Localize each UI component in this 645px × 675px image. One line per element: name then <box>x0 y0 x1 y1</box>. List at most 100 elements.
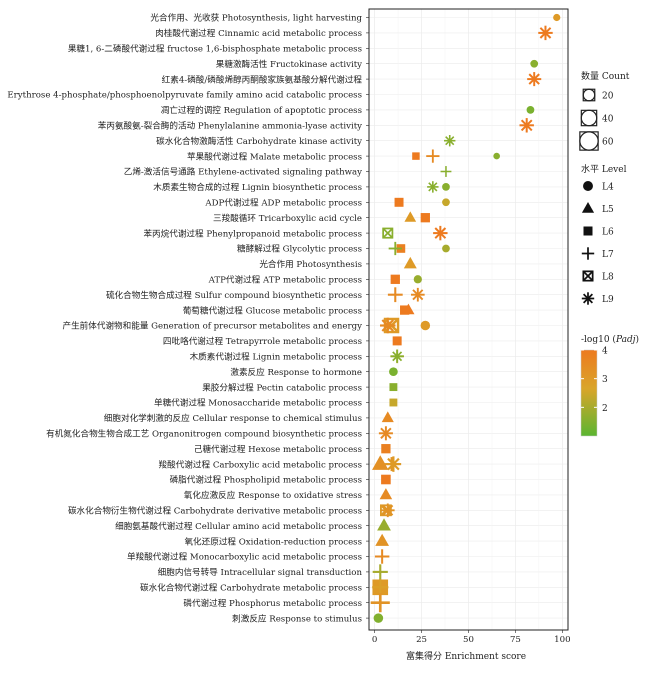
data-point-l5 <box>375 533 390 546</box>
x-tick-label: 100 <box>554 635 570 645</box>
x-axis: 富集得分 Enrichment score 0 25 50 75 100 <box>372 630 571 662</box>
y-tick-label: 果糖1, 6-二磷酸代谢过程 fructose 1,6-bisphosphate… <box>68 43 362 55</box>
legend-colorbar <box>580 349 598 437</box>
data-point-l7 <box>374 549 390 564</box>
y-tick-label: 糖酵解过程 Glycolytic process <box>237 243 362 255</box>
y-tick-label: 四吡咯代谢过程 Tetrapyrrole metabolic process <box>163 335 362 347</box>
y-tick-label: 细胞内信号转导 Intracellular signal transductio… <box>158 566 363 578</box>
data-point-l7 <box>440 166 452 177</box>
data-point-l9 <box>527 72 542 87</box>
legend-color-ticks: 4 3 2 <box>581 347 608 414</box>
data-point-l5 <box>404 211 417 222</box>
data-point-l6 <box>400 305 410 315</box>
y-tick-label: 苹果酸代谢过程 Malate metabolic process <box>187 150 362 162</box>
legend-level-label: L8 <box>602 273 614 283</box>
y-tick-label: ATP代谢过程 ATP metabolic process <box>208 274 362 286</box>
data-point-l4 <box>553 13 561 22</box>
data-point-l9 <box>378 426 393 441</box>
y-tick-label: 乙烯-激活信号通路 Ethylene-activated signaling p… <box>124 166 362 178</box>
y-tick-label: 己糖代谢过程 Hexose metabolic process <box>194 443 362 455</box>
data-point-l5 <box>403 256 417 269</box>
y-tick-label: 苯丙烷代谢过程 Phenylpropanoid metabolic proces… <box>143 227 362 239</box>
legend-count-label: 40 <box>602 115 614 125</box>
y-tick-label: 肉桂酸代谢过程 Cinnamic acid metabolic process <box>155 27 362 39</box>
data-point-l6 <box>381 474 391 485</box>
y-tick-label: 激素反应 Response to hormone <box>230 366 362 378</box>
data-point-l6 <box>412 152 420 160</box>
legend-level-label: L5 <box>602 205 614 215</box>
legend-level-title: 水平 Level <box>581 163 627 175</box>
data-point-l4 <box>442 198 450 207</box>
legend-level-key <box>581 292 595 305</box>
y-tick-label: 碳水化合物激酶活性 Carbohydrate kinase activity <box>156 135 362 147</box>
data-point-l6 <box>381 444 391 454</box>
data-point-l7 <box>372 579 389 596</box>
data-points <box>370 13 561 623</box>
x-axis-title: 富集得分 Enrichment score <box>406 650 526 662</box>
plot-panel-border <box>368 8 569 631</box>
x-tick-label: 50 <box>463 635 474 645</box>
y-tick-label: Erythrose 4-phosphate/phosphoenolpyruvat… <box>7 91 362 101</box>
y-tick-label: 磷代谢过程 Phosphorus metabolic process <box>183 597 362 609</box>
y-tick-label: 氧化应激反应 Response to oxidative stress <box>184 489 362 501</box>
data-point-l9 <box>427 181 439 193</box>
data-point-l7 <box>370 593 390 613</box>
legend-key-bg <box>579 108 599 128</box>
legend-level-label: L6 <box>602 228 614 238</box>
data-point-l9 <box>385 456 402 472</box>
y-tick-label: 凋亡过程的调控 Regulation of apoptotic process <box>161 104 362 116</box>
data-point-l9 <box>380 503 395 518</box>
y-tick-label: 葡萄糖代谢过程 Glucose metabolic process <box>183 304 362 316</box>
data-point-l4 <box>389 367 398 377</box>
y-tick-label: 光合作用 Photosynthesis <box>259 258 362 270</box>
y-tick-label: 羧酸代谢过程 Carboxylic acid metabolic process <box>159 458 362 470</box>
data-point-l6 <box>389 398 398 407</box>
data-point-l4 <box>442 244 450 253</box>
legend-color-title: -log10 (Padj) <box>581 334 639 345</box>
legend-key-bg <box>579 85 599 105</box>
legend-level-key <box>582 270 594 282</box>
y-tick-label: 果胶分解过程 Pectin catabolic process <box>202 381 362 393</box>
data-point-l6 <box>390 274 400 284</box>
data-point-l4 <box>442 183 450 191</box>
y-tick-label: 刺激反应 Response to stimulus <box>232 612 362 624</box>
y-tick-label: 单糖代谢过程 Monosaccharide metabolic process <box>154 397 362 409</box>
data-point-l5 <box>381 411 394 423</box>
y-axis-labels: 光合作用、光收获 Photosynthesis, light harvestin… <box>7 12 369 624</box>
x-tick-label: 0 <box>372 635 377 645</box>
legend-count-items: 20 40 60 <box>579 85 614 151</box>
y-tick-label: 磷脂代谢过程 Phospholipid metabolic process <box>170 474 362 486</box>
data-point-l9 <box>410 287 425 302</box>
data-point-l4 <box>373 613 384 623</box>
y-tick-label: 果糖激酶活性 Fructokinase activity <box>216 58 362 70</box>
data-point-l7 <box>388 241 402 256</box>
y-tick-label: 细胞氨基酸代谢过程 Cellular amino acid metabolic … <box>115 520 362 532</box>
data-point-l4 <box>526 106 535 114</box>
y-tick-label: 碳水化合物衍生物代谢过程 Carbohydrate derivative met… <box>68 505 362 517</box>
y-tick-label: 单羧酸代谢过程 Monocarboxylic acid metabolic pr… <box>127 551 362 563</box>
colorbar-tick-label: 3 <box>602 375 608 385</box>
legend-level-key <box>583 181 593 191</box>
legend-count-circle <box>582 88 596 102</box>
grid <box>369 9 568 630</box>
legend-level-label: L7 <box>602 250 614 260</box>
legend-level-key <box>581 247 595 260</box>
data-point-l7 <box>372 564 388 580</box>
x-tick-label: 75 <box>510 635 521 645</box>
data-point-l6 <box>420 213 430 223</box>
y-tick-label: 三羧酸循环 Tricarboxylic acid cycle <box>213 212 362 224</box>
legend-count-label: 60 <box>602 138 614 148</box>
data-point-l6 <box>394 197 404 207</box>
legend-level-label: L9 <box>602 295 614 305</box>
data-point-l4 <box>493 152 500 160</box>
data-point-l9 <box>538 25 553 41</box>
y-tick-label: 有机氮化合物生物合成工艺 Organonitrogen compound bio… <box>46 428 362 440</box>
x-tick-label: 25 <box>416 635 427 645</box>
y-tick-label: 细胞对化学刺激的反应 Cellular response to chemical… <box>104 412 362 424</box>
data-point-l9 <box>519 118 534 133</box>
legend-count-circle <box>579 131 599 151</box>
y-tick-label: 苯丙氨酸氨-裂合酶的活动 Phenylalanine ammonia-lyase… <box>98 120 362 132</box>
data-point-l9 <box>380 317 396 334</box>
